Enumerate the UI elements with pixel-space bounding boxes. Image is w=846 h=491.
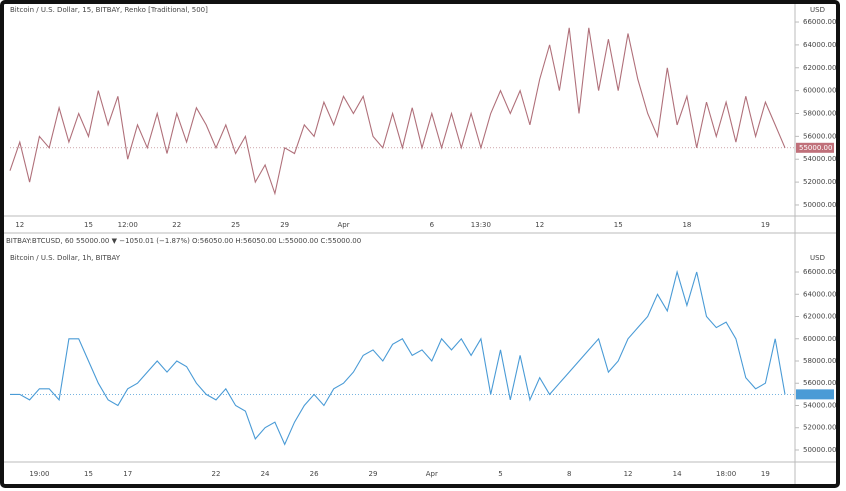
x-tick-label: 22 bbox=[172, 221, 181, 229]
x-tick-label: 22 bbox=[212, 470, 221, 478]
x-tick-label: 19 bbox=[761, 470, 770, 478]
y-tick-label: 58000.00 bbox=[803, 110, 836, 118]
y-tick-label: 60000.00 bbox=[803, 87, 836, 95]
x-tick-label: 14 bbox=[673, 470, 682, 478]
y-tick-label: 66000.00 bbox=[803, 268, 836, 276]
y-tick-label: 52000.00 bbox=[803, 178, 836, 186]
y-tick-label: 66000.00 bbox=[803, 18, 836, 26]
x-tick-label: Apr bbox=[426, 470, 438, 478]
y-tick-label: 64000.00 bbox=[803, 290, 836, 298]
x-tick-label: 18:00 bbox=[716, 470, 736, 478]
chart-title: Bitcoin / U.S. Dollar, 15, BITBAY, Renko… bbox=[10, 6, 208, 14]
x-tick-label: 18 bbox=[682, 221, 691, 229]
x-tick-label: 12:00 bbox=[118, 221, 138, 229]
x-tick-label: 15 bbox=[84, 221, 93, 229]
price-label-box bbox=[796, 389, 834, 400]
y-tick-label: 56000.00 bbox=[803, 132, 836, 140]
x-tick-label: 6 bbox=[430, 221, 435, 229]
x-tick-label: 5 bbox=[498, 470, 502, 478]
x-tick-label: 12 bbox=[624, 470, 633, 478]
price-line bbox=[9, 27, 786, 196]
x-tick-label: 15 bbox=[84, 470, 93, 478]
x-tick-label: 12 bbox=[535, 221, 544, 229]
y-tick-label: 62000.00 bbox=[803, 64, 836, 72]
price-line bbox=[10, 269, 786, 446]
x-tick-label: Apr bbox=[337, 221, 349, 229]
y-tick-label: 52000.00 bbox=[803, 424, 836, 432]
axis-unit: USD bbox=[810, 254, 825, 262]
axis-unit: USD bbox=[810, 6, 825, 14]
x-tick-label: 8 bbox=[567, 470, 571, 478]
x-tick-label: 29 bbox=[280, 221, 289, 229]
x-tick-label: 19:00 bbox=[29, 470, 49, 478]
y-tick-label: 54000.00 bbox=[803, 401, 836, 409]
y-tick-label: 58000.00 bbox=[803, 357, 836, 365]
x-tick-label: 29 bbox=[369, 470, 378, 478]
x-tick-label: 15 bbox=[614, 221, 623, 229]
chart-title: Bitcoin / U.S. Dollar, 1h, BITBAY bbox=[10, 254, 121, 262]
x-tick-label: 13:30 bbox=[471, 221, 491, 229]
x-tick-label: 19 bbox=[761, 221, 770, 229]
price-label: 55000.00 bbox=[799, 144, 832, 152]
y-tick-label: 50000.00 bbox=[803, 201, 836, 209]
info-line: BITBAY:BTCUSD, 60 55000.00 ▼ −1050.01 (−… bbox=[6, 237, 361, 245]
y-tick-label: 64000.00 bbox=[803, 41, 836, 49]
y-tick-label: 56000.00 bbox=[803, 379, 836, 387]
x-tick-label: 25 bbox=[231, 221, 240, 229]
x-tick-label: 17 bbox=[123, 470, 132, 478]
x-tick-label: 12 bbox=[15, 221, 24, 229]
price-label-box bbox=[796, 142, 834, 153]
y-tick-label: 62000.00 bbox=[803, 313, 836, 321]
y-tick-label: 50000.00 bbox=[803, 446, 836, 454]
x-tick-label: 24 bbox=[261, 470, 270, 478]
x-tick-label: 26 bbox=[310, 470, 319, 478]
y-tick-label: 54000.00 bbox=[803, 155, 836, 163]
y-tick-label: 60000.00 bbox=[803, 335, 836, 343]
